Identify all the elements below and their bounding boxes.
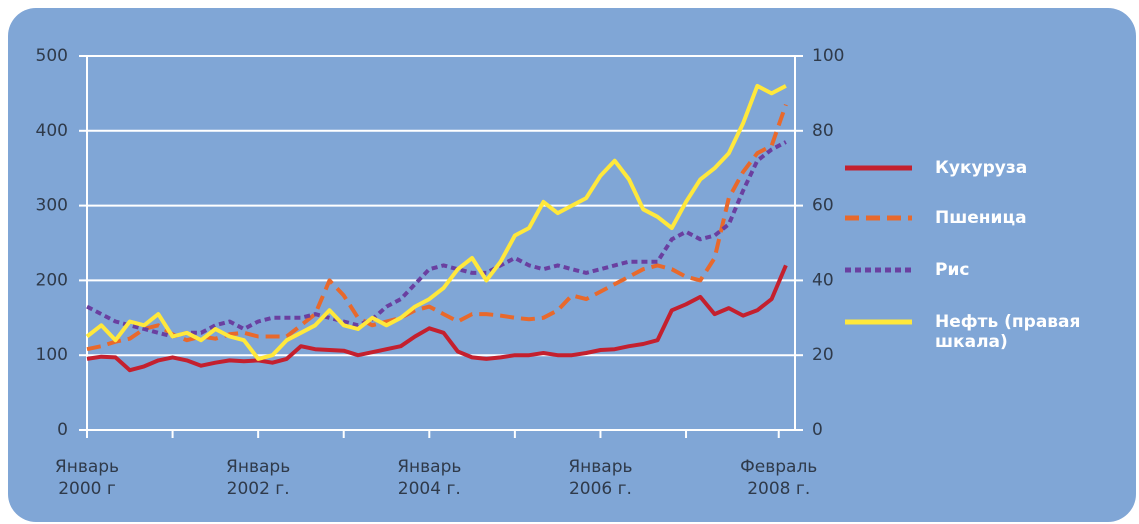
series-line xyxy=(85,83,787,361)
y2-tick-label: 80 xyxy=(812,121,834,141)
y2-tick-label: 40 xyxy=(812,270,834,290)
y-tick-label: 200 xyxy=(36,270,68,290)
y-tick-label: 400 xyxy=(36,121,68,141)
x-tick-label: Январь 2006 г. xyxy=(568,457,633,499)
legend-label: Кукуруза xyxy=(935,158,1028,178)
x-tick-label: Февраль 2008 г. xyxy=(740,457,818,499)
legend-label: Пшеница xyxy=(935,208,1027,228)
x-tick-label: Январь 2004 г. xyxy=(397,457,462,499)
panel xyxy=(8,8,1136,522)
y2-tick-label: 100 xyxy=(812,46,844,66)
y-tick-label: 100 xyxy=(36,345,68,365)
x-tick-label: Январь 2002 г. xyxy=(226,457,291,499)
y2-tick-label: 20 xyxy=(812,345,834,365)
y-tick-label: 500 xyxy=(36,46,68,66)
y-tick-label: 0 xyxy=(57,420,68,440)
y2-tick-label: 60 xyxy=(812,196,834,216)
y2-tick-label: 0 xyxy=(812,420,823,440)
series-line xyxy=(86,264,788,373)
x-tick-label: Январь 2000 г xyxy=(54,457,120,499)
y-tick-label: 300 xyxy=(36,196,68,216)
legend-label: Рис xyxy=(935,260,970,280)
legend-label: Нефть (правая шкала) xyxy=(935,312,1081,352)
series-line xyxy=(86,140,787,339)
